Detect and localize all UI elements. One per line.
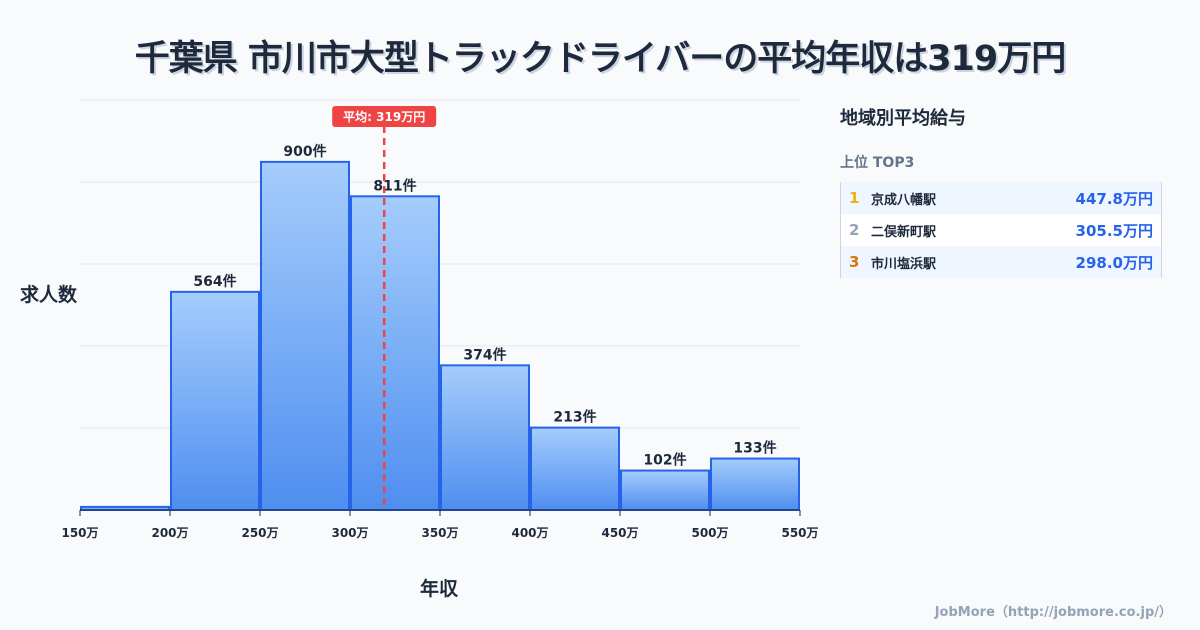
bar-value-label: 564件 [193, 273, 236, 290]
x-tick-label: 400万 [511, 526, 548, 540]
bar-value-label: 133件 [733, 440, 776, 457]
x-tick-label: 150万 [61, 526, 98, 540]
bar-value-label: 900件 [283, 143, 326, 160]
page-title: 千葉県 市川市大型トラックドライバーの平均年収は319万円 [134, 39, 1067, 79]
histogram-bar [260, 160, 350, 512]
mean-label: 平均: 319万円 [343, 109, 425, 124]
histogram-bar [440, 364, 530, 511]
regional-salary-panel: 地域別平均給与 上位 TOP3 1 京成八幡駅 447.8万円 2 二俣新町駅 305.… [840, 104, 1162, 278]
x-tick-label: 300万 [331, 526, 368, 540]
y-axis-label: 求人数 [20, 284, 78, 306]
x-tick-label: 550万 [781, 526, 818, 540]
panel-subheading: 上位 TOP3 [840, 155, 915, 171]
station-name: 市川塩浜駅 [871, 256, 937, 272]
histogram-bar [170, 290, 260, 511]
station-name: 二俣新町駅 [871, 224, 937, 240]
rank-number: 3 [849, 253, 860, 271]
station-name: 京成八幡駅 [871, 192, 937, 208]
x-axis-label: 年収 [420, 578, 459, 600]
histogram-bar [620, 469, 710, 512]
rank-number: 1 [849, 189, 860, 207]
bar-value-label: 811件 [373, 177, 416, 194]
list-item: 3 市川塩浜駅 298.0万円 [841, 246, 1161, 278]
salary-value: 305.5万円 [1075, 221, 1153, 240]
x-tick-label: 200万 [151, 526, 188, 540]
bar-value-label: 213件 [553, 409, 596, 426]
histogram-chart: 564件 900件 811件 374件 213件 102件 133件 150万 200万 250万… [61, 99, 819, 540]
salary-value: 298.0万円 [1075, 253, 1153, 272]
footer-credit: JobMore（http://jobmore.co.jp/） [934, 605, 1172, 620]
bar-value-label: 102件 [643, 452, 686, 469]
panel-heading: 地域別平均給与 [840, 108, 966, 129]
list-item: 2 二俣新町駅 305.5万円 [841, 214, 1161, 246]
ranking-list: 1 京成八幡駅 447.8万円 2 二俣新町駅 305.5万円 3 市川塩浜駅 298.0万… [840, 182, 1162, 278]
x-tick-label: 500万 [691, 526, 728, 540]
mean-badge [332, 106, 437, 127]
rank-number: 2 [849, 221, 860, 239]
histogram-bar [710, 457, 800, 512]
bar-value-label: 374件 [463, 346, 506, 363]
histogram-bar [350, 195, 440, 512]
list-item: 1 京成八幡駅 447.8万円 [841, 182, 1161, 214]
x-tick-label: 250万 [241, 526, 278, 540]
salary-value: 447.8万円 [1075, 189, 1153, 208]
x-tick-label: 350万 [421, 526, 458, 540]
histogram-bar [530, 426, 620, 512]
x-tick-label: 450万 [601, 526, 638, 540]
